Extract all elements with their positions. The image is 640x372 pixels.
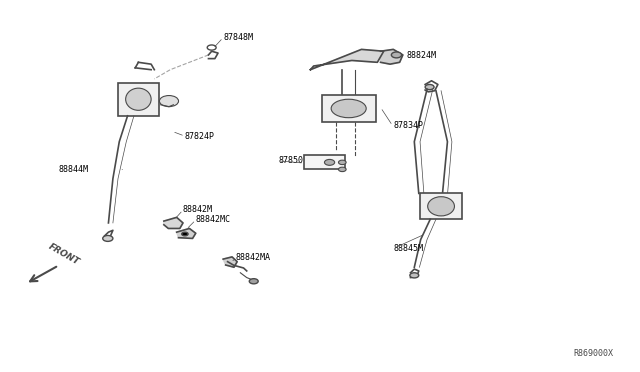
Circle shape	[339, 167, 346, 171]
Circle shape	[207, 45, 216, 50]
Text: 88842MC: 88842MC	[196, 215, 231, 224]
Text: 88842MA: 88842MA	[236, 253, 271, 263]
Text: 88844M: 88844M	[59, 165, 89, 174]
Bar	[304, 155, 346, 169]
Circle shape	[182, 232, 188, 236]
Polygon shape	[381, 49, 403, 64]
Circle shape	[425, 84, 434, 90]
Text: R869000X: R869000X	[573, 349, 613, 358]
Text: 88842M: 88842M	[183, 205, 213, 215]
Text: 88845M: 88845M	[394, 244, 423, 253]
Ellipse shape	[331, 99, 366, 118]
Circle shape	[392, 52, 401, 58]
Circle shape	[324, 160, 335, 165]
Text: 87848M: 87848M	[223, 33, 253, 42]
Polygon shape	[177, 228, 196, 238]
Polygon shape	[164, 217, 183, 228]
Circle shape	[410, 273, 419, 278]
Circle shape	[249, 279, 258, 284]
Bar	[420, 193, 462, 219]
Bar	[321, 94, 376, 122]
Polygon shape	[310, 49, 384, 70]
Bar	[118, 83, 159, 116]
Circle shape	[339, 160, 346, 164]
Text: 87834P: 87834P	[394, 121, 423, 130]
Circle shape	[159, 96, 179, 107]
Text: 88824M: 88824M	[406, 51, 436, 60]
Text: 87850: 87850	[278, 156, 303, 166]
Ellipse shape	[428, 197, 454, 216]
Ellipse shape	[125, 88, 151, 110]
Polygon shape	[223, 257, 237, 267]
Text: 87824P: 87824P	[185, 132, 215, 141]
Circle shape	[102, 235, 113, 241]
Text: FRONT: FRONT	[47, 241, 81, 266]
